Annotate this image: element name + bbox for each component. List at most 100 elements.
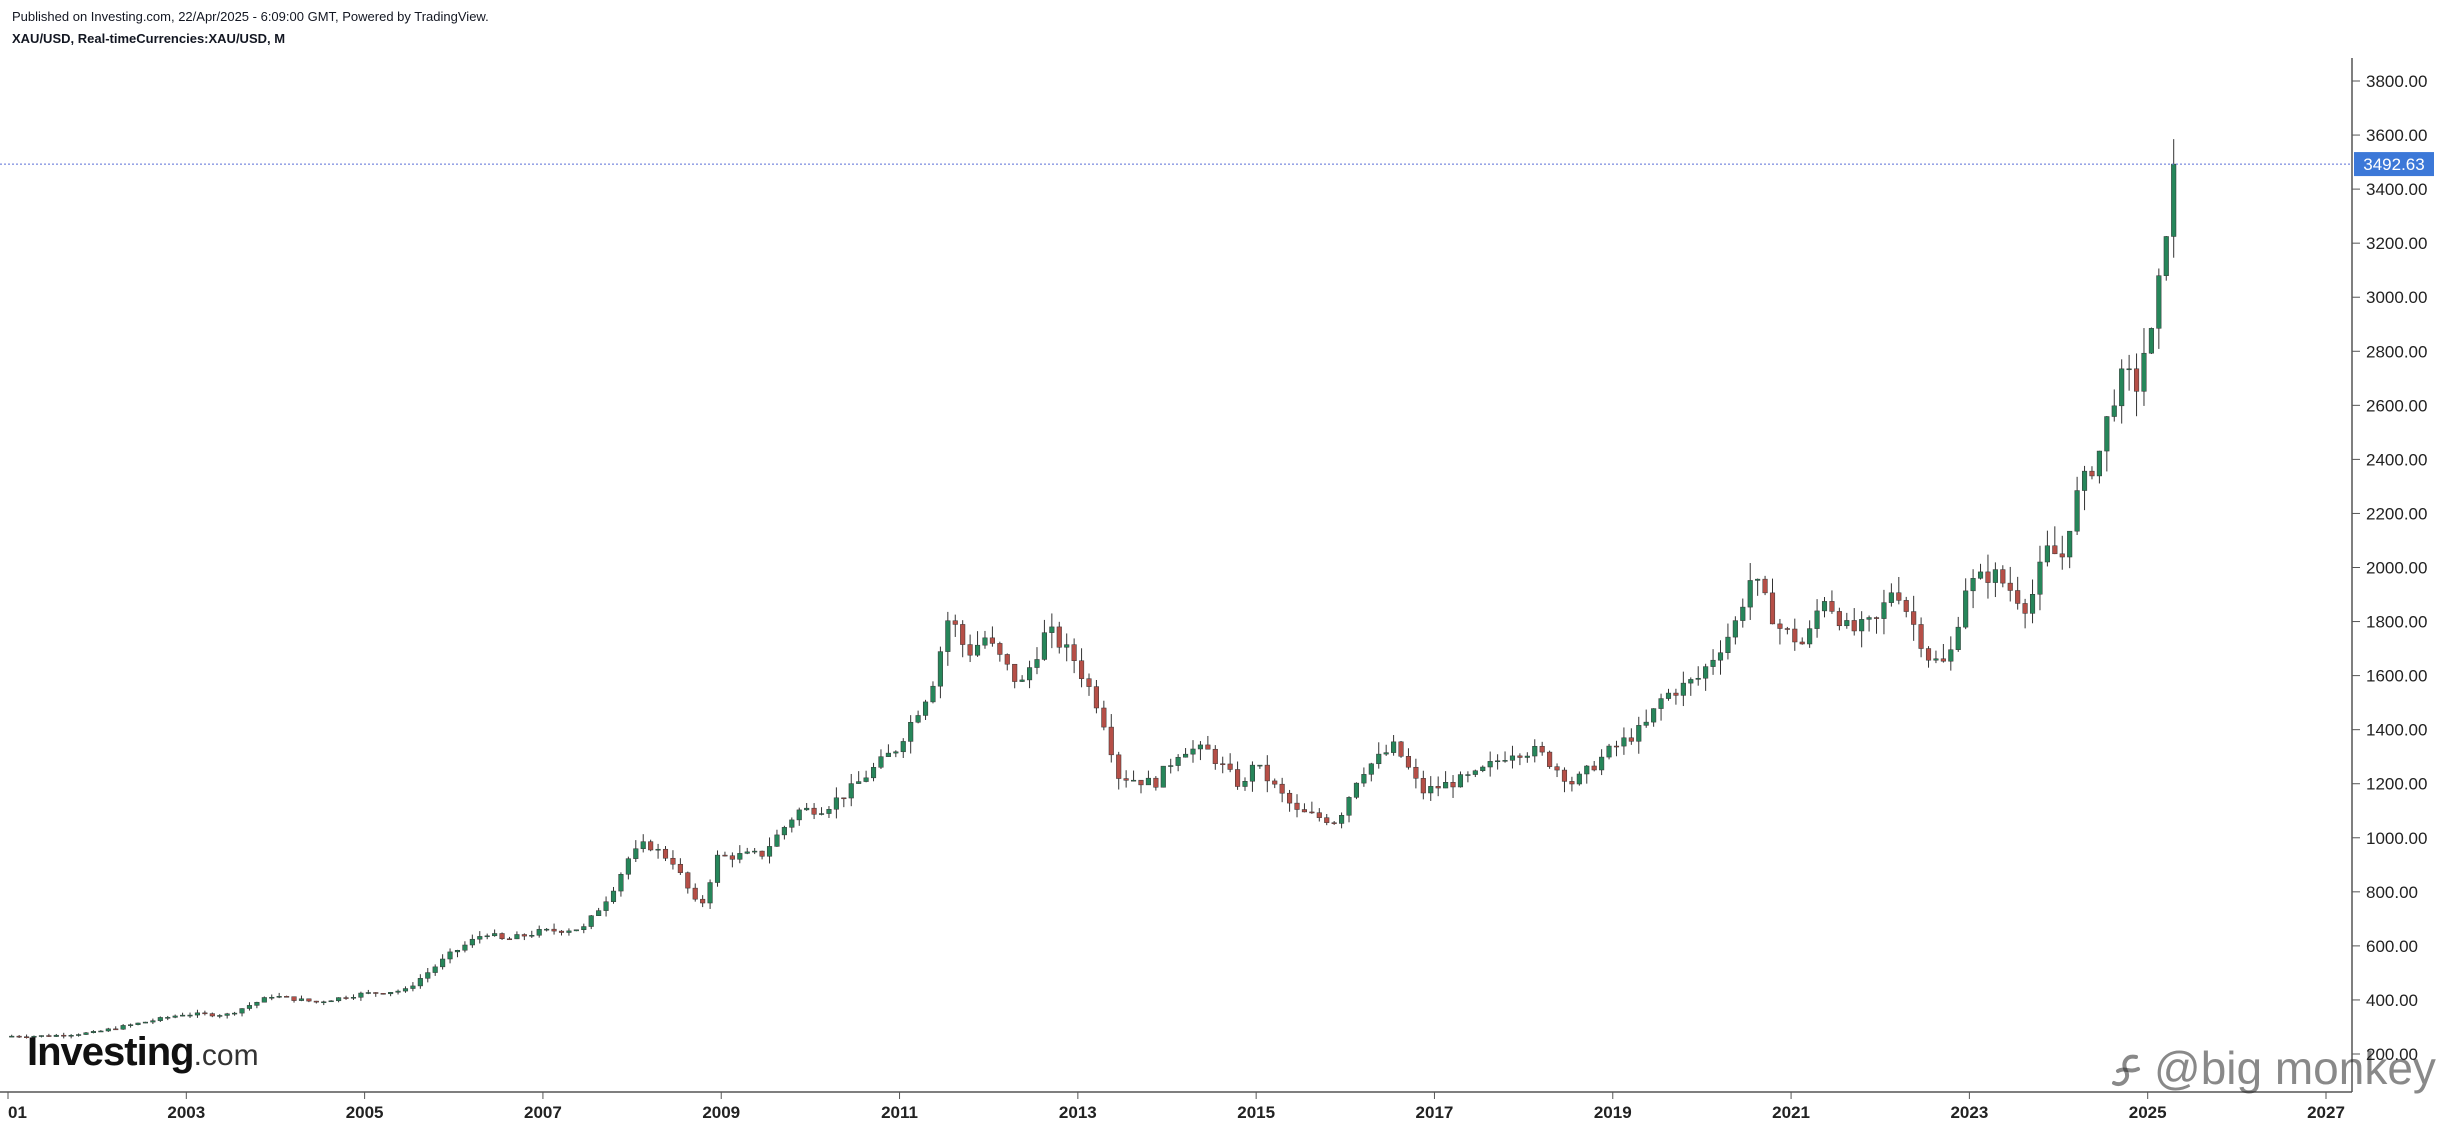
candle xyxy=(306,998,312,1003)
candle xyxy=(811,803,817,820)
candle xyxy=(68,1034,74,1039)
candle-body-up xyxy=(1688,679,1694,684)
candle xyxy=(1866,615,1872,632)
candle xyxy=(529,930,535,938)
candle-body-up xyxy=(640,841,646,849)
candle-body-down xyxy=(1413,766,1419,779)
candle xyxy=(1056,621,1062,654)
candle-body-down xyxy=(209,1013,215,1017)
candle-body-down xyxy=(1561,769,1568,782)
candle xyxy=(217,1014,223,1019)
candle xyxy=(484,933,490,940)
candle-body-down xyxy=(1903,600,1909,612)
candle-body-down xyxy=(373,992,379,994)
candle-body-down xyxy=(1116,754,1122,779)
candle-body-up xyxy=(232,1012,238,1015)
candle-body-down xyxy=(1093,686,1099,709)
candle xyxy=(1799,637,1805,645)
candle xyxy=(1019,675,1025,682)
candle-body-up xyxy=(1457,774,1464,788)
candle-body-down xyxy=(1792,628,1798,643)
candle xyxy=(1145,770,1151,786)
candle-body-up xyxy=(187,1014,193,1017)
candle xyxy=(1814,599,1820,638)
candle-body-up xyxy=(1353,782,1360,798)
candle-body-up xyxy=(454,950,461,953)
candle-body-up xyxy=(1933,658,1939,661)
candle-body-down xyxy=(1287,792,1293,804)
candle-body-down xyxy=(1301,809,1307,813)
candle-body-down xyxy=(1309,811,1315,814)
candle-body-up xyxy=(142,1021,148,1024)
candle xyxy=(1859,611,1865,648)
candle-body-up xyxy=(1821,601,1828,612)
candle-body-up xyxy=(2081,470,2088,491)
candle-body-down xyxy=(952,620,958,625)
candle xyxy=(358,991,364,1001)
candle-body-down xyxy=(1799,641,1805,645)
candle-body-up xyxy=(98,1030,104,1033)
candle-body-up xyxy=(588,915,594,927)
y-axis[interactable]: 200.00 400.00 600.00 800.00 1000.00 1200.00 14… xyxy=(2351,58,2427,1092)
candle-body-up xyxy=(1977,571,1984,579)
candle xyxy=(804,803,810,811)
candle-body-up xyxy=(1383,752,1389,755)
candle xyxy=(388,992,394,997)
candle xyxy=(1836,607,1842,631)
candle xyxy=(492,929,498,937)
candle-body-up xyxy=(1955,626,1961,650)
candle-body-up xyxy=(1064,644,1070,648)
candle-body-up xyxy=(1257,764,1263,767)
y-tick-label: 2800.00 xyxy=(2366,342,2427,361)
candle-body-up xyxy=(2141,352,2147,392)
candle xyxy=(2022,598,2028,629)
candle-body-up xyxy=(922,701,929,716)
candle xyxy=(1963,578,1969,630)
candle-body-up xyxy=(38,1035,44,1037)
candle-body-up xyxy=(833,797,839,810)
candle-body-up xyxy=(945,620,951,652)
candle xyxy=(1762,575,1768,596)
candle-body-up xyxy=(878,756,884,768)
candle-body-up xyxy=(321,1001,327,1004)
candle-body-up xyxy=(1175,756,1181,766)
candle xyxy=(603,896,609,917)
candle-body-down xyxy=(1784,628,1790,630)
candle xyxy=(781,825,787,840)
candle xyxy=(1086,673,1092,696)
candle xyxy=(98,1030,104,1033)
candle xyxy=(1101,700,1107,731)
candle xyxy=(989,626,995,647)
candle xyxy=(61,1032,67,1039)
candle xyxy=(1398,740,1404,758)
candle-body-up xyxy=(1948,649,1954,662)
candle xyxy=(1695,666,1701,686)
x-axis[interactable]: 01 2003 2005 2007 2009 2011 2013 2015 2017 2019 20… xyxy=(0,1091,2352,1122)
candle-body-up xyxy=(1131,779,1137,782)
candle xyxy=(1658,693,1664,721)
candle xyxy=(105,1027,111,1032)
candle xyxy=(893,750,899,758)
candle-body-down xyxy=(1769,592,1776,625)
candle-body-down xyxy=(1435,786,1441,789)
candle xyxy=(1190,740,1196,763)
candle xyxy=(380,993,386,995)
candle-body-up xyxy=(276,996,282,998)
candle xyxy=(2067,530,2073,569)
candle xyxy=(900,738,906,758)
candle-body-up xyxy=(937,651,943,687)
candle-body-up xyxy=(2096,450,2102,477)
candle xyxy=(261,996,267,1003)
candle-body-up xyxy=(1747,580,1753,608)
candle xyxy=(1041,619,1047,661)
candle-body-up xyxy=(1844,620,1850,627)
candle xyxy=(551,923,557,935)
candle xyxy=(2111,389,2117,422)
candle xyxy=(1509,745,1516,769)
candle xyxy=(499,932,505,940)
candle-body-up xyxy=(350,997,357,999)
x-tick-label: 2009 xyxy=(702,1103,740,1122)
candle xyxy=(2119,359,2125,424)
candle xyxy=(410,982,416,992)
